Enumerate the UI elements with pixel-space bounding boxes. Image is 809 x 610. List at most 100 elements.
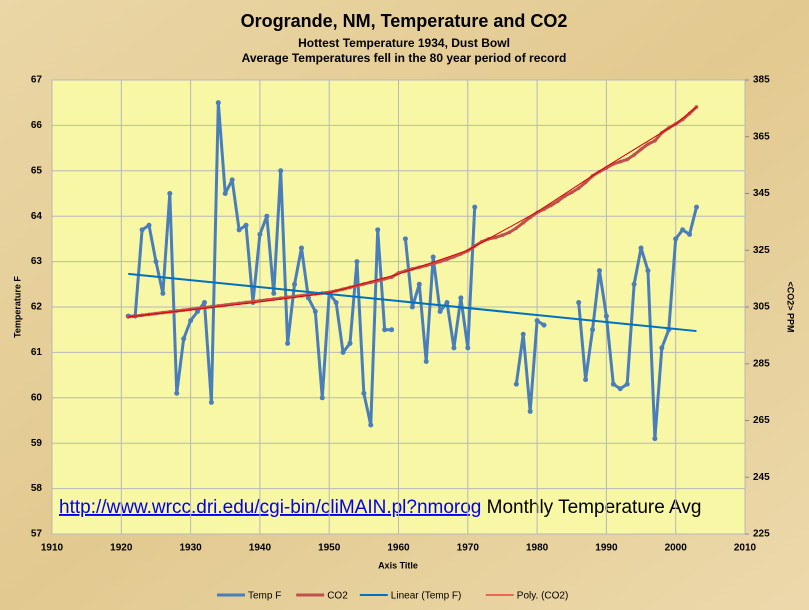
point xyxy=(520,331,526,337)
point xyxy=(569,190,574,195)
point xyxy=(534,318,540,324)
point xyxy=(368,422,374,428)
point xyxy=(659,345,665,351)
x-tick-label: 1940 xyxy=(249,543,272,554)
point xyxy=(617,386,623,392)
series-line xyxy=(128,272,697,333)
y2-tick-label: 245 xyxy=(753,472,770,483)
point xyxy=(639,147,643,152)
chart-title: Orogrande, NM, Temperature and CO2 xyxy=(241,11,568,31)
point xyxy=(687,111,692,116)
point xyxy=(382,327,388,333)
point xyxy=(576,299,582,305)
y-tick-label: 64 xyxy=(31,211,43,222)
y2-tick-label: 265 xyxy=(753,415,770,426)
point xyxy=(673,236,679,242)
point xyxy=(465,345,471,351)
annotation-text: Monthly Temperature Avg xyxy=(487,497,702,518)
point xyxy=(652,436,658,442)
point xyxy=(229,177,235,183)
legend-label: CO2 xyxy=(327,591,348,602)
point xyxy=(257,231,263,237)
y-tick-label: 58 xyxy=(31,483,43,494)
legend-label: Linear (Temp F) xyxy=(391,591,462,602)
point xyxy=(347,340,353,346)
y-tick-label: 60 xyxy=(31,392,43,403)
y-tick-label: 62 xyxy=(31,302,43,313)
y-tick-label: 59 xyxy=(31,438,43,449)
point xyxy=(167,191,173,196)
y2-tick-label: 325 xyxy=(753,245,770,256)
point xyxy=(451,345,457,351)
point xyxy=(181,336,187,342)
point xyxy=(215,100,221,106)
x-tick-label: 1990 xyxy=(595,543,618,554)
y-tick-label: 66 xyxy=(31,120,43,131)
point xyxy=(354,259,360,265)
point xyxy=(438,259,442,264)
x-axis-title: Axis Title xyxy=(378,560,418,570)
point xyxy=(583,180,588,185)
point xyxy=(264,213,270,219)
y-tick-label: 65 xyxy=(31,165,43,176)
point xyxy=(646,142,650,146)
point xyxy=(625,157,629,162)
point xyxy=(126,315,131,319)
point xyxy=(445,257,449,262)
point xyxy=(423,358,429,364)
point xyxy=(687,231,693,237)
x-tick-label: 1980 xyxy=(526,543,549,554)
point xyxy=(305,295,311,301)
y2-tick-label: 385 xyxy=(753,75,770,86)
y-tick-label: 61 xyxy=(31,347,43,358)
point xyxy=(160,290,166,296)
chart-subtitle: Average Temperatures fell in the 80 year… xyxy=(242,51,567,65)
point xyxy=(243,222,249,228)
point xyxy=(527,408,533,414)
point xyxy=(389,327,395,333)
x-tick-label: 1970 xyxy=(457,543,480,554)
point xyxy=(549,203,553,208)
point xyxy=(298,245,304,251)
point xyxy=(409,304,415,310)
point xyxy=(603,313,609,319)
point xyxy=(521,220,526,225)
point xyxy=(653,138,657,143)
point xyxy=(618,159,623,164)
point xyxy=(278,168,284,174)
point xyxy=(312,309,318,315)
point xyxy=(500,233,505,238)
x-tick-label: 2000 xyxy=(665,543,688,554)
y2-axis-title: <CO2> PPM xyxy=(786,281,796,332)
point xyxy=(680,227,686,233)
point xyxy=(222,191,228,196)
point xyxy=(541,322,547,328)
point xyxy=(236,227,242,233)
point xyxy=(402,236,408,242)
point xyxy=(610,381,616,387)
point xyxy=(444,299,450,305)
point xyxy=(507,230,512,235)
point xyxy=(139,227,145,233)
y-tick-label: 63 xyxy=(31,256,43,267)
point xyxy=(174,390,180,396)
point xyxy=(632,153,636,157)
legend-label: Temp F xyxy=(248,591,281,602)
legend-label: Poly. (CO2) xyxy=(517,591,569,602)
x-tick-label: 1950 xyxy=(318,543,341,554)
y2-tick-label: 345 xyxy=(753,188,770,199)
point xyxy=(493,235,498,240)
chart-subtitle: Hottest Temperature 1934, Dust Bowl xyxy=(298,36,510,50)
x-tick-label: 1930 xyxy=(179,543,202,554)
source-link[interactable]: http://www.wrcc.dri.edu/cgi-bin/cliMAIN.… xyxy=(59,497,481,518)
point xyxy=(596,268,602,274)
point xyxy=(146,222,152,228)
point xyxy=(208,399,214,405)
point xyxy=(693,204,699,210)
point xyxy=(292,281,298,287)
x-tick-label: 2010 xyxy=(734,543,757,554)
point xyxy=(590,327,596,333)
y2-tick-label: 305 xyxy=(753,302,770,313)
y2-tick-label: 285 xyxy=(753,358,770,369)
